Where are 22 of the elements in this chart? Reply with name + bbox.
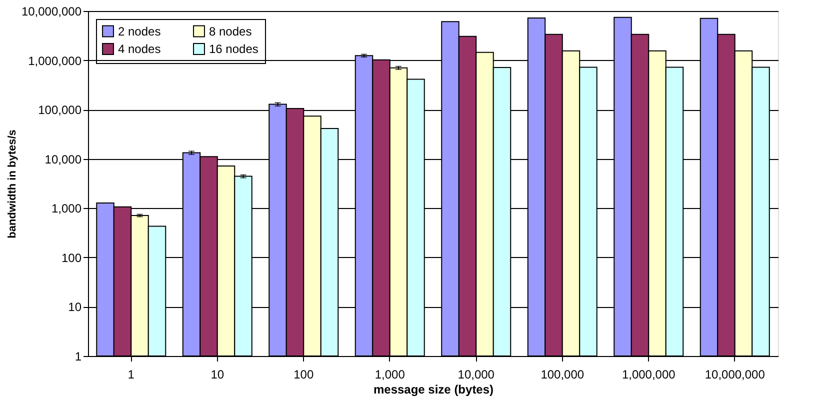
- y-tick-label: 10,000,000: [21, 4, 82, 18]
- legend-label: 2 nodes: [118, 24, 161, 38]
- legend-label: 8 nodes: [209, 24, 252, 38]
- legend-label: 16 nodes: [209, 42, 258, 56]
- x-tick-label: 10: [210, 368, 224, 382]
- y-axis-title: bandwidth in bytes/s: [6, 130, 18, 238]
- y-tick-label: 100,000: [38, 103, 82, 118]
- y-tick-label: 1: [74, 350, 82, 364]
- x-tick-label: 10,000,000: [704, 368, 766, 382]
- y-tick-label: 10,000: [44, 152, 82, 166]
- y-tick-label: 100: [61, 250, 82, 265]
- x-tick-label: 1,000: [374, 368, 406, 382]
- x-axis-title: message size (bytes): [373, 382, 494, 396]
- x-tick-label: 1,000,000: [622, 368, 676, 382]
- y-tick-label: 10: [68, 300, 82, 314]
- y-tick-label: 1,000,000: [28, 54, 82, 68]
- x-tick-label: 10,000: [458, 368, 495, 382]
- x-tick-label: 100,000: [540, 368, 584, 382]
- y-tick-label: 1,000: [51, 202, 82, 216]
- x-tick-label: 100: [294, 368, 314, 382]
- legend-label: 4 nodes: [118, 42, 161, 56]
- x-tick-label: 1: [128, 368, 135, 382]
